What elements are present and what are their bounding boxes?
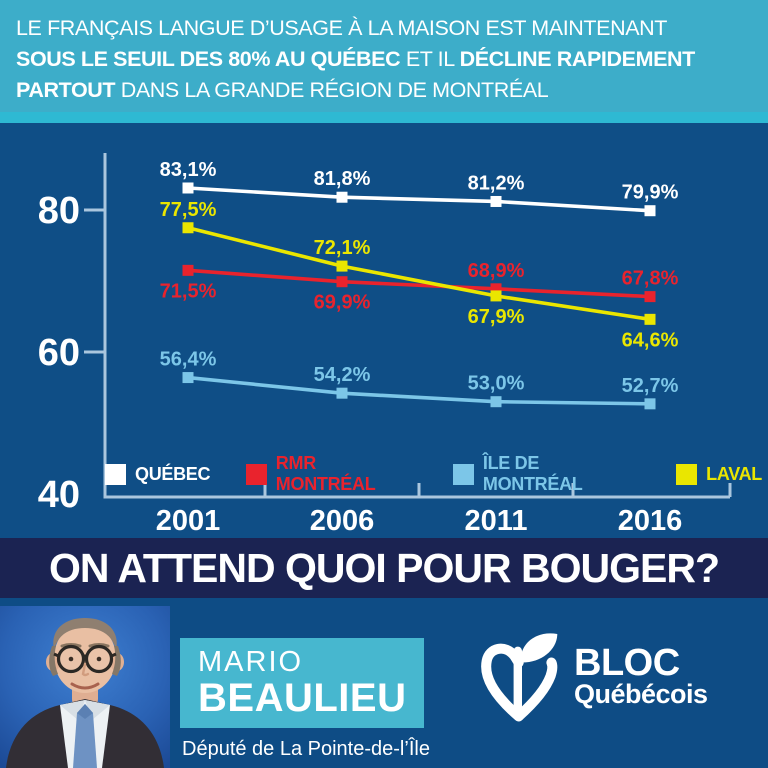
legend-item-ile-de-montreal: ÎLE DE MONTRÉAL xyxy=(453,453,640,495)
line-chart: 80 60 40 2001 2006 2011 2016 56,4% 54,2% 53,0% 52,… xyxy=(38,153,732,537)
data-label: 79,9% xyxy=(622,182,679,204)
x-tick-label: 2006 xyxy=(310,505,375,537)
legend-item-laval: LAVAL xyxy=(676,463,762,485)
headline-band: ON ATTEND QUOI POUR BOUGER? xyxy=(0,538,768,598)
logo-wordmark: BLOC Québécois xyxy=(574,641,708,709)
last-name: BEAULIEU xyxy=(198,676,407,720)
logo-text-quebecois: Québécois xyxy=(574,678,708,709)
data-label: 52,7% xyxy=(622,375,679,397)
data-label: 81,8% xyxy=(314,168,371,190)
data-label: 81,2% xyxy=(468,172,525,194)
legend-label: LAVAL xyxy=(706,463,762,484)
header: LE FRANÇAIS LANGUE D’USAGE À LA MAISON E… xyxy=(0,0,768,112)
data-label: 72,1% xyxy=(314,237,371,259)
x-tick-label: 2016 xyxy=(618,505,683,537)
header-line-3: PARTOUT DANS LA GRANDE RÉGION DE MONTRÉA… xyxy=(16,78,549,102)
legend-swatch xyxy=(453,463,474,485)
mario-beaulieu-photo xyxy=(0,606,170,768)
headline-text: ON ATTEND QUOI POUR BOUGER? xyxy=(49,544,720,591)
y-tick-label: 60 xyxy=(38,332,80,374)
logo-text-bloc: BLOC xyxy=(574,641,680,684)
data-label: 77,5% xyxy=(160,199,217,221)
legend-swatch xyxy=(246,463,267,485)
header-line-2: SOUS LE SEUIL DES 80% AU QUÉBEC ET IL DÉ… xyxy=(16,47,695,71)
series-ile-de-montreal: 56,4% 54,2% 53,0% 52,7% xyxy=(160,349,679,410)
y-tick-label: 80 xyxy=(38,190,80,232)
data-label: 69,9% xyxy=(314,292,371,314)
legend-item-quebec: QUÉBEC xyxy=(105,463,211,485)
data-label: 64,6% xyxy=(622,329,679,351)
legend-label: ÎLE DE MONTRÉAL xyxy=(482,453,583,494)
data-label: 54,2% xyxy=(314,364,371,386)
chart-legend: QUÉBEC RMR MONTRÉAL ÎLE DE MONTRÉAL LAVAL xyxy=(105,453,762,495)
x-tick-label: 2001 xyxy=(156,505,221,537)
series-rmr-montreal: 71,5% 69,9% 68,9% 67,8% xyxy=(160,260,679,314)
first-name: MARIO xyxy=(198,646,304,678)
data-label: 56,4% xyxy=(160,349,217,371)
header-line-1: LE FRANÇAIS LANGUE D’USAGE À LA MAISON E… xyxy=(16,16,668,40)
bloc-heart-leaf-icon xyxy=(481,633,558,722)
legend-label: QUÉBEC xyxy=(135,463,211,484)
name-block: MARIO BEAULIEU Député de La Pointe-de-l’… xyxy=(180,638,430,761)
title-caption: Député de La Pointe-de-l’Île xyxy=(182,738,430,760)
x-tick-label: 2011 xyxy=(465,505,528,537)
legend-swatch xyxy=(676,463,698,485)
data-label: 71,5% xyxy=(160,280,217,302)
header-accent-strip xyxy=(0,112,768,123)
chart-section: 80 60 40 2001 2006 2011 2016 56,4% 54,2% 53,0% 52,… xyxy=(0,123,768,538)
legend-swatch xyxy=(105,463,126,485)
series-laval: 77,5% 72,1% 67,9% 64,6% xyxy=(160,199,679,352)
data-label: 83,1% xyxy=(160,159,217,181)
name-box: MARIO BEAULIEU xyxy=(180,638,425,728)
data-label: 53,0% xyxy=(468,373,525,395)
footer: MARIO BEAULIEU Député de La Pointe-de-l’… xyxy=(0,598,768,768)
axes xyxy=(84,153,732,499)
series-quebec: 83,1% 81,8% 81,2% 79,9% xyxy=(160,159,679,217)
data-label: 67,9% xyxy=(468,306,525,328)
bloc-quebecois-logo: BLOC Québécois xyxy=(480,628,708,724)
data-label: 67,8% xyxy=(622,268,679,290)
legend-label: RMR MONTRÉAL xyxy=(275,453,376,494)
y-tick-label: 40 xyxy=(38,474,80,516)
header-text: LE FRANÇAIS LANGUE D’USAGE À LA MAISON E… xyxy=(16,13,752,106)
legend-item-rmr-montreal: RMR MONTRÉAL xyxy=(246,453,417,495)
data-label: 68,9% xyxy=(468,260,525,282)
